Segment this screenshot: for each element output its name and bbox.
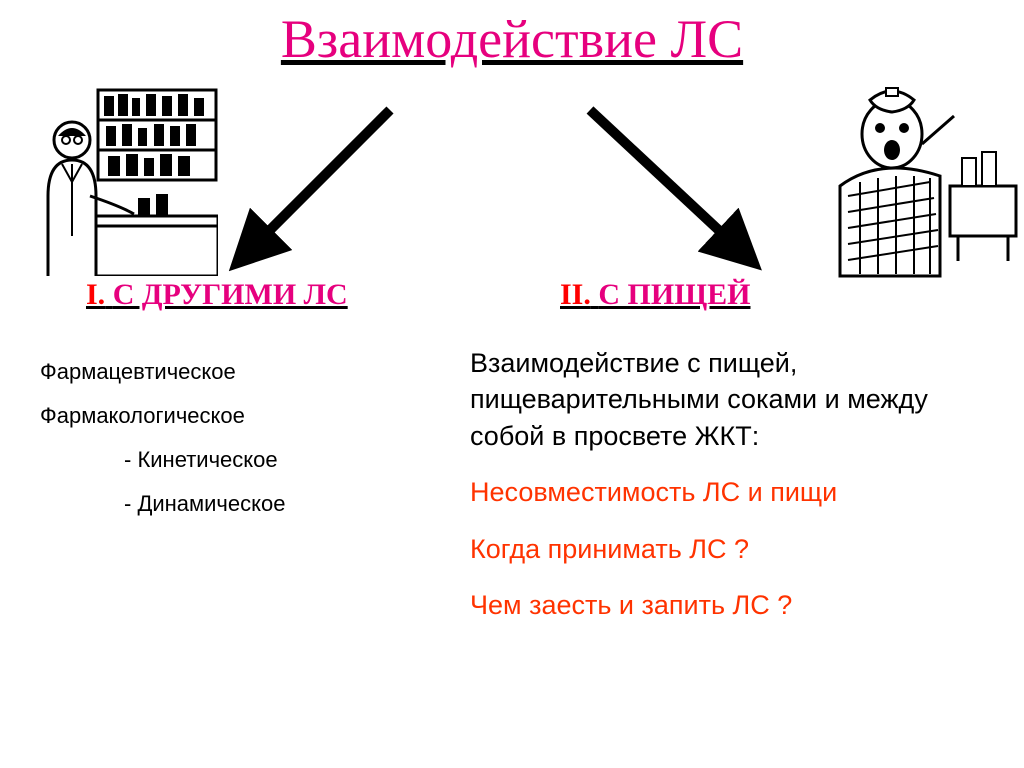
patient-illustration xyxy=(830,86,1020,281)
left-list-subitem: - Кинетическое xyxy=(40,438,440,482)
slide: { "title": { "text": "Взаимодействие ЛС"… xyxy=(0,0,1024,768)
left-list-item: Фармацевтическое xyxy=(40,350,440,394)
right-highlight: Чем заесть и запить ЛС ? xyxy=(470,587,990,623)
roman-right: II. xyxy=(560,278,591,311)
arrow-left xyxy=(250,110,390,250)
pharmacist-illustration xyxy=(28,86,218,276)
label-left: С ДРУГИМИ ЛС xyxy=(113,278,348,311)
left-list-subitem: - Динамическое xyxy=(40,482,440,526)
right-highlight: Несовместимость ЛС и пищи xyxy=(470,474,990,510)
section-heading-right: II. С ПИЩЕЙ xyxy=(560,278,750,312)
page-title: Взаимодействие ЛС xyxy=(0,8,1024,70)
label-right: С ПИЩЕЙ xyxy=(598,278,750,311)
right-intro: Взаимодействие с пищей, пищеварительными… xyxy=(470,345,990,454)
left-list: Фармацевтическое Фармакологическое - Кин… xyxy=(40,350,440,526)
arrow-right xyxy=(590,110,740,250)
roman-left: I. xyxy=(86,278,105,311)
left-list-item: Фармакологическое xyxy=(40,394,440,438)
right-block: Взаимодействие с пищей, пищеварительными… xyxy=(470,345,990,644)
page-title-text: Взаимодействие ЛС xyxy=(281,9,743,69)
right-highlight: Когда принимать ЛС ? xyxy=(470,531,990,567)
section-heading-left: I. С ДРУГИМИ ЛС xyxy=(86,278,348,312)
